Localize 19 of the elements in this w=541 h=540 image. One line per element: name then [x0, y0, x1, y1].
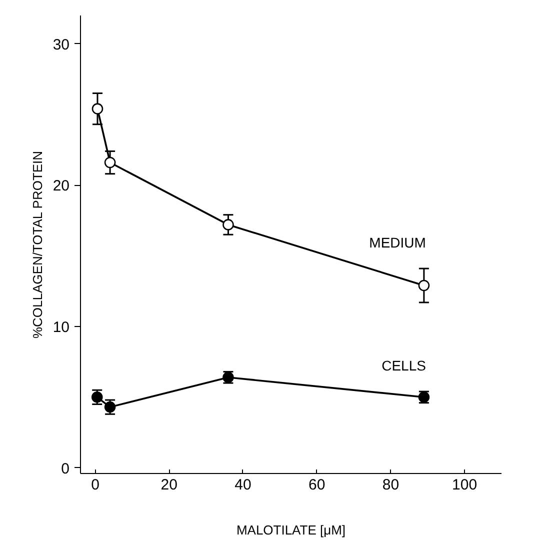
x-tick-label: 80 [382, 476, 400, 494]
point [91, 392, 103, 403]
point [418, 280, 430, 292]
x-tick-label: 0 [91, 476, 100, 494]
y-tick-label: 20 [52, 178, 70, 195]
point [92, 103, 104, 114]
x-tick-label: 100 [452, 476, 478, 494]
x-tick-label: 20 [160, 476, 178, 494]
y-axis-title: %COLLAGEN/TOTAL PROTEIN [30, 150, 45, 339]
series-label: CELLS [382, 358, 426, 374]
x-tick-label: 40 [234, 476, 252, 494]
x-axis-title: MALOTILATE [μM] [236, 522, 346, 538]
y-tick-label: 0 [61, 460, 70, 478]
y-tick-label: 30 [52, 36, 70, 54]
series-label: MEDIUM [369, 234, 426, 251]
y-tick-label: 10 [52, 318, 70, 336]
point [104, 156, 116, 168]
point [222, 219, 234, 230]
x-tick-label: 60 [308, 476, 326, 494]
